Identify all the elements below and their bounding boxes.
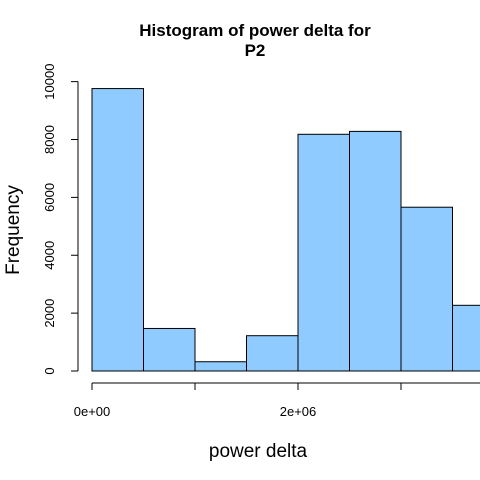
- x-axis-label: power delta: [209, 441, 308, 462]
- y-tick-label: 6000: [42, 183, 57, 212]
- histogram-bar: [91, 88, 144, 372]
- y-axis: 0 2000 4000 6000 8000 10000: [42, 64, 79, 375]
- histogram-bar: [143, 327, 196, 372]
- y-axis-label: Frequency: [3, 185, 24, 275]
- y-tick-label: 10000: [42, 64, 57, 100]
- y-tick-label: 2000: [42, 299, 57, 328]
- histogram-bar: [349, 130, 402, 372]
- x-tick-label: 0e+00: [74, 404, 111, 419]
- y-tick-label: 8000: [42, 125, 57, 154]
- chart-title-line2: P2: [245, 41, 266, 60]
- histogram-bar: [194, 361, 247, 372]
- chart-title-line1: Histogram of power delta for: [139, 21, 371, 40]
- bars-group: [91, 88, 480, 372]
- y-tick-label: 0: [42, 367, 57, 374]
- histogram-bar: [452, 304, 480, 372]
- histogram-bar: [246, 335, 299, 372]
- y-tick-label: 4000: [42, 241, 57, 270]
- histogram-bar: [297, 133, 350, 372]
- histogram-bar: [400, 206, 453, 372]
- x-tick-label: 2e+06: [280, 404, 317, 419]
